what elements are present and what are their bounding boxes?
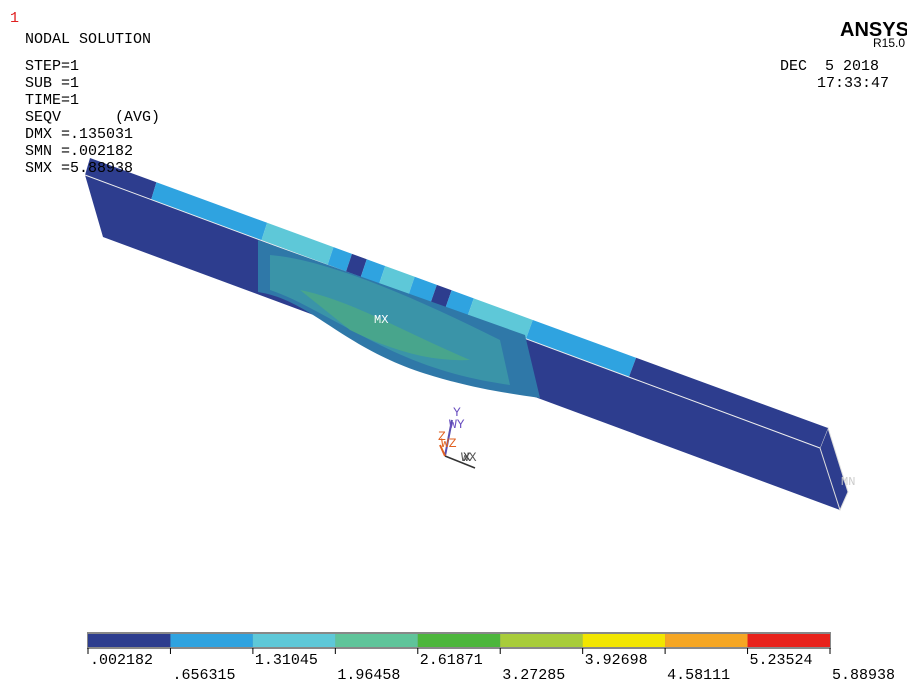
info-line: SUB =1 [25, 75, 79, 92]
max-label: MX [374, 313, 388, 327]
legend-label: 1.96458 [337, 667, 400, 684]
axis-wz-label: WZ [441, 436, 457, 451]
legend-swatch [418, 634, 500, 647]
legend-label: 3.92698 [585, 652, 648, 669]
legend-label: 5.23524 [750, 652, 813, 669]
info-line: SMX =5.88938 [25, 160, 133, 177]
legend-swatch [665, 634, 747, 647]
min-label: MN [841, 475, 855, 489]
legend-label: 4.58111 [667, 667, 730, 684]
info-line: STEP=1 [25, 58, 79, 75]
info-line: TIME=1 [25, 92, 79, 109]
legend-swatch [88, 634, 170, 647]
legend-swatch [335, 634, 417, 647]
info-line: SMN =.002182 [25, 143, 133, 160]
legend-swatch [583, 634, 665, 647]
date: DEC 5 2018 [780, 58, 879, 75]
legend-swatch [748, 634, 830, 647]
plot-title: NODAL SOLUTION [25, 31, 151, 48]
legend-label: .656315 [172, 667, 235, 684]
viewport: 1 NODAL SOLUTION ANSYS R15.0 DEC 5 2018 … [0, 0, 907, 684]
window-number: 1 [10, 10, 19, 27]
info-line: DMX =.135031 [25, 126, 133, 143]
legend-swatch [253, 634, 335, 647]
legend: .002182 .656315 1.31045 1.96458 2.61871 3.272… [87, 632, 895, 684]
time: 17:33:47 [817, 75, 889, 92]
legend-label: 3.27285 [502, 667, 565, 684]
legend-label: 5.88938 [832, 667, 895, 684]
legend-swatch [500, 634, 582, 647]
legend-label: 2.61871 [420, 652, 483, 669]
info-line: SEQV (AVG) [25, 109, 160, 126]
legend-swatch [170, 634, 252, 647]
legend-label: 1.31045 [255, 652, 318, 669]
axis-wy-label: WY [449, 417, 465, 432]
axis-wx-label: WX [461, 450, 477, 465]
version: R15.0 [873, 36, 905, 50]
page: 1 NODAL SOLUTION ANSYS R15.0 DEC 5 2018 … [0, 0, 907, 684]
legend-label: .002182 [90, 652, 153, 669]
